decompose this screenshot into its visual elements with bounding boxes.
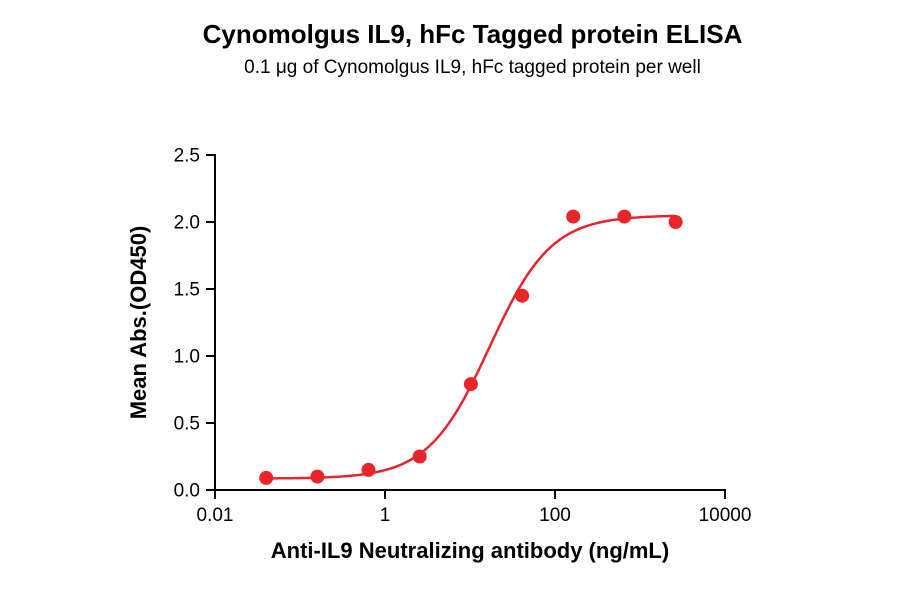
data-point: [310, 469, 325, 484]
y-tick-label: 1.5: [174, 280, 200, 301]
y-tick-label: 1.0: [174, 347, 200, 368]
chart-subtitle: 0.1 μg of Cynomolgus IL9, hFc tagged pro…: [244, 56, 701, 78]
data-point: [515, 288, 530, 303]
y-tick-label: 0.0: [174, 481, 200, 502]
data-point: [566, 209, 581, 224]
fit-curve: [266, 214, 676, 480]
data-point: [412, 449, 427, 464]
data-point: [617, 209, 632, 224]
x-tick-label: 1: [380, 505, 391, 526]
y-tick-label: 2.0: [174, 213, 200, 234]
figure-header: Cynomolgus IL9, hFc Tagged protein ELISA…: [45, 19, 900, 80]
y-axis-title: Mean Abs.(OD450): [126, 226, 151, 420]
y-tick-label: 2.5: [174, 146, 200, 167]
data-point: [668, 215, 683, 229]
chart-title: Cynomolgus IL9, hFc Tagged protein ELISA: [202, 19, 743, 49]
data-point: [361, 462, 376, 477]
x-axis-title: Anti-IL9 Neutralizing antibody (ng/mL): [271, 538, 669, 563]
data-point: [259, 470, 274, 485]
x-tick-label: 0.01: [197, 505, 234, 526]
y-tick-label: 0.5: [174, 414, 200, 435]
x-tick-label: 10000: [699, 505, 752, 526]
x-tick-label: 100: [539, 505, 571, 526]
data-point: [463, 377, 478, 392]
